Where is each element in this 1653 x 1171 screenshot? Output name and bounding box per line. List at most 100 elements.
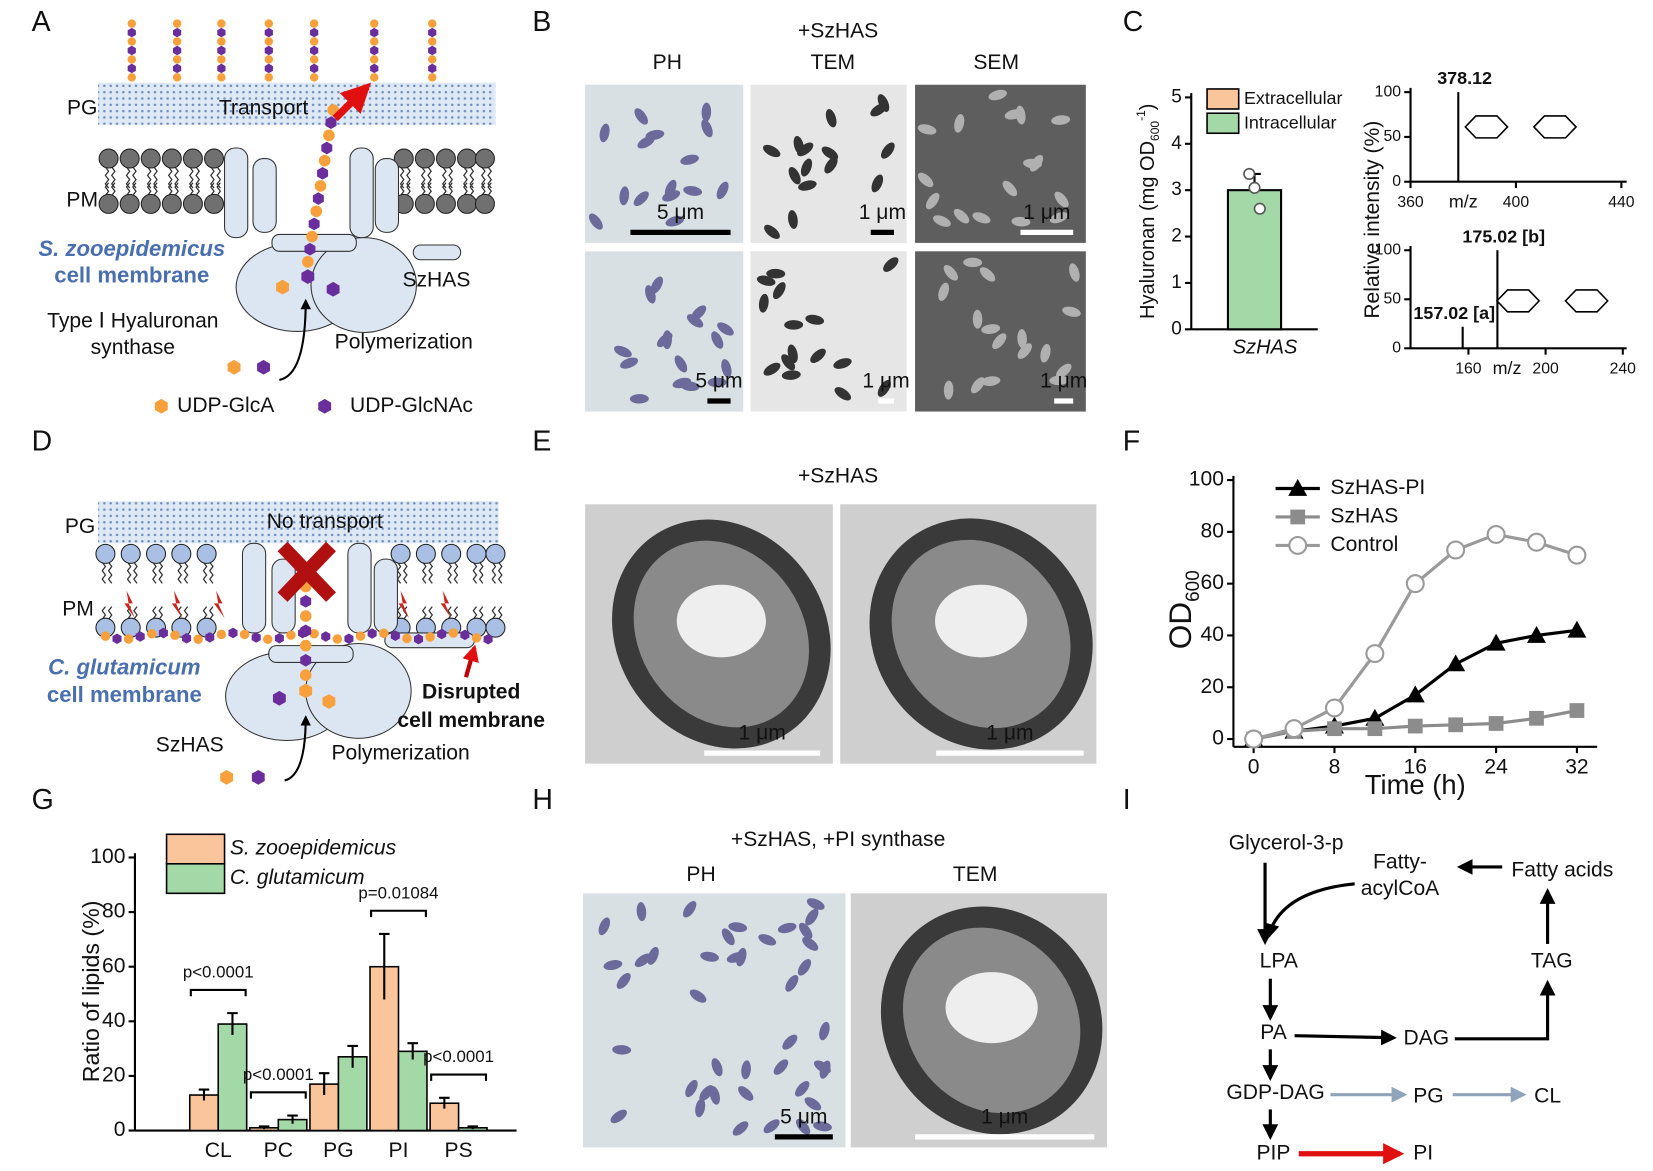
replicate [1253, 202, 1266, 215]
error-bar [347, 1044, 358, 1068]
cell [979, 267, 996, 282]
y-axis-label: Hyaluronan (mg OD600-1) [1134, 104, 1162, 319]
monomer [286, 630, 296, 640]
monomer [264, 19, 274, 28]
cell [781, 370, 801, 380]
cell [782, 1034, 798, 1050]
structure [1564, 289, 1609, 313]
lipid-tail [104, 182, 116, 196]
micrograph: 1 μm [840, 504, 1097, 764]
monomer [300, 624, 312, 638]
monomer [309, 19, 319, 28]
y-tick-label: 20 [1200, 675, 1223, 698]
cell [819, 1060, 831, 1079]
monomer [326, 281, 340, 297]
lipid-tail [152, 606, 164, 620]
lipid-head [390, 543, 411, 564]
monomer [301, 269, 315, 284]
helix [347, 542, 372, 634]
cell [798, 180, 817, 191]
monomer [127, 37, 136, 46]
p-value: p<0.0001 [243, 1065, 314, 1084]
panel-label: D [32, 426, 53, 458]
marker [1290, 509, 1306, 525]
scale-label: 1 μm [981, 1105, 1028, 1128]
cell [629, 394, 649, 404]
cell [917, 124, 937, 135]
y-axis-label-part: ) [1137, 104, 1159, 111]
panel-label: A [32, 6, 51, 38]
cell [933, 215, 951, 227]
panel-label: C [1123, 6, 1144, 38]
x-tick-label: PS [445, 1139, 473, 1162]
monomer [264, 37, 274, 46]
damage-spark [124, 590, 135, 619]
lipid-head [393, 148, 414, 169]
x-tick-label: 200 [1532, 361, 1559, 378]
scale-label: 1 μm [986, 722, 1033, 745]
enzyme-label: SzHAS [402, 268, 470, 291]
monomer [112, 633, 122, 645]
monomer [228, 627, 238, 639]
y-axis-label: Relative intensity (%) [1361, 121, 1384, 319]
process-label: Polymerization [335, 331, 473, 354]
cell [662, 190, 681, 202]
y-tick-label: 60 [1200, 571, 1223, 594]
cell [954, 114, 965, 133]
marker [1529, 710, 1544, 726]
cell [821, 146, 839, 160]
cell [680, 154, 699, 165]
monomer [172, 55, 182, 64]
scale-label: 1 μm [1023, 201, 1070, 224]
monomer [170, 630, 180, 640]
y-tick-label: 20 [102, 1063, 125, 1086]
blocked [277, 541, 336, 602]
cell [620, 357, 639, 369]
cell [1054, 191, 1069, 208]
helix [412, 244, 462, 261]
monomer [154, 398, 168, 414]
cell [716, 181, 729, 200]
marker [1486, 633, 1506, 651]
cell [1011, 216, 1031, 227]
lipid-tail [101, 606, 113, 620]
cell [810, 348, 826, 363]
node: Fatty-acylCoA [1361, 850, 1440, 899]
y-tick-label: 1 [1171, 272, 1182, 293]
marker [1448, 717, 1464, 733]
error-bar [318, 1072, 330, 1096]
cell [1049, 375, 1069, 386]
substrate-label: UDP-GlcA [177, 394, 275, 417]
panel-title: +SzHAS [798, 464, 878, 487]
cell [805, 314, 825, 325]
monomer [300, 594, 312, 608]
monomer [318, 154, 331, 167]
significance-bracket [430, 1073, 488, 1081]
marker [1284, 719, 1304, 739]
membrane-label: cell membrane [54, 262, 209, 287]
lipid-tail [202, 561, 214, 584]
monomer [448, 628, 459, 638]
error-bar [258, 1125, 270, 1130]
cell [917, 172, 934, 188]
error-bar [439, 1096, 450, 1109]
lipid-head [98, 148, 119, 169]
node-line: Fatty- [1373, 850, 1427, 873]
monomer [227, 359, 241, 375]
enzyme [310, 237, 417, 334]
lipid-tail [447, 606, 459, 620]
marker [1567, 545, 1587, 565]
legend-swatch [1206, 112, 1240, 135]
y-tick-label: 100 [90, 845, 125, 868]
bar [337, 1056, 368, 1132]
monomer [264, 73, 274, 82]
enzyme-type: synthase [91, 336, 175, 359]
monomer [321, 141, 333, 155]
marker [1244, 729, 1264, 749]
monomer [217, 55, 226, 64]
replicate [1243, 167, 1256, 180]
cell [689, 989, 707, 1003]
monomer [428, 73, 437, 82]
y-tick-label: 0 [114, 1118, 126, 1141]
